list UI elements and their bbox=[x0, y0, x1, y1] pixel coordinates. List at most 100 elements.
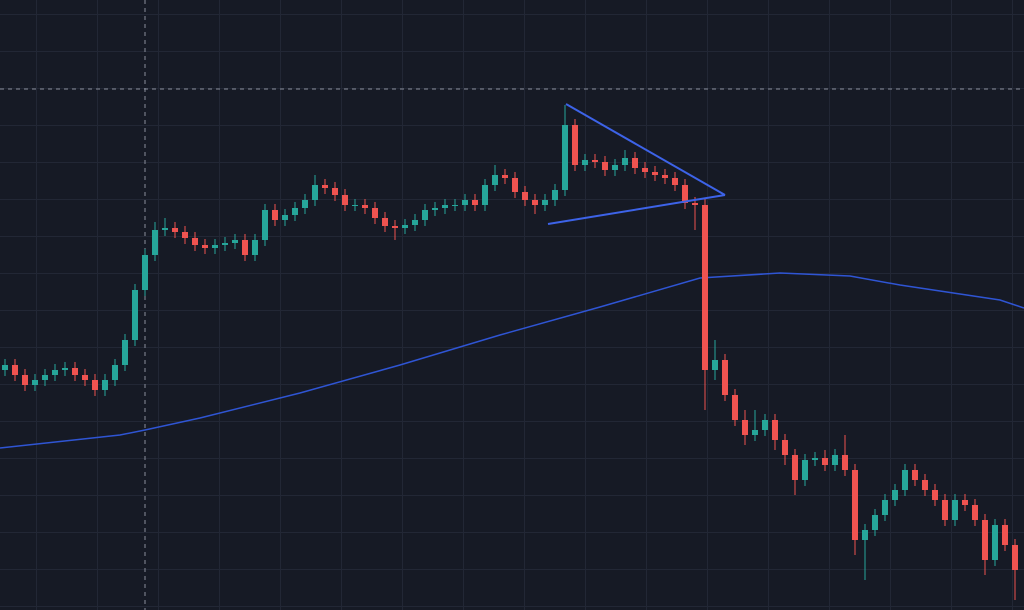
candle-body bbox=[612, 165, 618, 170]
candle-body bbox=[552, 190, 558, 200]
candle-body bbox=[562, 125, 568, 190]
candle-body bbox=[492, 175, 498, 185]
candle-body bbox=[862, 530, 868, 540]
candle-body bbox=[882, 500, 888, 515]
candle-body bbox=[382, 218, 388, 226]
candle-body bbox=[142, 255, 148, 290]
candle-body bbox=[482, 185, 488, 205]
candle-body bbox=[62, 368, 68, 370]
candle-body bbox=[402, 225, 408, 228]
candle-body bbox=[92, 380, 98, 390]
candle-body bbox=[582, 160, 588, 165]
candle-body bbox=[192, 238, 198, 245]
candle-body bbox=[1002, 525, 1008, 545]
candle-body bbox=[652, 172, 658, 175]
candle-body bbox=[702, 205, 708, 370]
candle-body bbox=[242, 240, 248, 255]
candle-body bbox=[302, 200, 308, 208]
candle-body bbox=[622, 158, 628, 165]
candle-body bbox=[762, 420, 768, 430]
candle-body bbox=[102, 380, 108, 390]
candle-body bbox=[502, 175, 508, 178]
candle-body bbox=[962, 500, 968, 505]
candle-body bbox=[732, 395, 738, 420]
triangle-drawing[interactable] bbox=[547, 103, 726, 225]
candle-body bbox=[542, 200, 548, 205]
candle-body bbox=[312, 185, 318, 200]
candle-body bbox=[522, 192, 528, 200]
candle-body bbox=[822, 458, 828, 465]
candle-body bbox=[892, 490, 898, 500]
candle-body bbox=[212, 245, 218, 248]
candle-body bbox=[692, 203, 698, 205]
candle-body bbox=[322, 185, 328, 188]
moving-average bbox=[0, 272, 1024, 449]
candle-body bbox=[12, 365, 18, 375]
candle-body bbox=[812, 458, 818, 460]
candle-body bbox=[642, 168, 648, 172]
candles bbox=[0, 105, 1024, 600]
candle-body bbox=[952, 500, 958, 520]
candle-body bbox=[602, 162, 608, 170]
candle-body bbox=[742, 420, 748, 435]
candle-body bbox=[712, 360, 718, 370]
trend-line[interactable] bbox=[547, 194, 726, 225]
candle-body bbox=[182, 232, 188, 238]
candle-body bbox=[292, 208, 298, 215]
candle-body bbox=[532, 200, 538, 205]
candle-body bbox=[432, 208, 438, 210]
candle-body bbox=[152, 230, 158, 255]
candle-body bbox=[512, 178, 518, 192]
candle-body bbox=[32, 380, 38, 385]
candle-body bbox=[42, 375, 48, 380]
candle-body bbox=[202, 245, 208, 248]
candle-body bbox=[852, 470, 858, 540]
candle-body bbox=[802, 460, 808, 480]
candle-body bbox=[412, 220, 418, 225]
candle-body bbox=[942, 500, 948, 520]
candle-body bbox=[342, 195, 348, 205]
candle-body bbox=[72, 368, 78, 375]
candle-body bbox=[992, 525, 998, 560]
trend-line[interactable] bbox=[565, 103, 726, 196]
candle-body bbox=[752, 430, 758, 435]
candle-body bbox=[252, 240, 258, 255]
candle-body bbox=[332, 188, 338, 195]
candle-body bbox=[52, 370, 58, 375]
candle-body bbox=[972, 505, 978, 520]
candle-body bbox=[982, 520, 988, 560]
candle-body bbox=[2, 365, 8, 370]
candle-body bbox=[722, 360, 728, 395]
candle-body bbox=[352, 205, 358, 206]
candle-body bbox=[902, 470, 908, 490]
candle-body bbox=[1012, 545, 1018, 570]
candle-body bbox=[262, 210, 268, 240]
candle-body bbox=[912, 470, 918, 480]
candle-body bbox=[22, 375, 28, 385]
candle-body bbox=[222, 243, 228, 245]
candle-body bbox=[572, 125, 578, 165]
candle-body bbox=[682, 185, 688, 203]
candle-body bbox=[132, 290, 138, 340]
candle-body bbox=[452, 205, 458, 206]
candle-body bbox=[112, 365, 118, 380]
candle-body bbox=[82, 375, 88, 380]
candle-body bbox=[932, 490, 938, 500]
candle-body bbox=[362, 205, 368, 208]
candle-body bbox=[442, 205, 448, 208]
candle-body bbox=[792, 455, 798, 480]
candle-body bbox=[832, 455, 838, 465]
candle-body bbox=[422, 210, 428, 220]
candle-body bbox=[872, 515, 878, 530]
candle-body bbox=[172, 228, 178, 232]
candle-body bbox=[632, 158, 638, 168]
candle-body bbox=[662, 175, 668, 178]
candle-body bbox=[272, 210, 278, 220]
candle-body bbox=[782, 440, 788, 455]
candle-body bbox=[122, 340, 128, 365]
candle-body bbox=[282, 215, 288, 220]
candle-body bbox=[372, 208, 378, 218]
candle-body bbox=[392, 226, 398, 228]
